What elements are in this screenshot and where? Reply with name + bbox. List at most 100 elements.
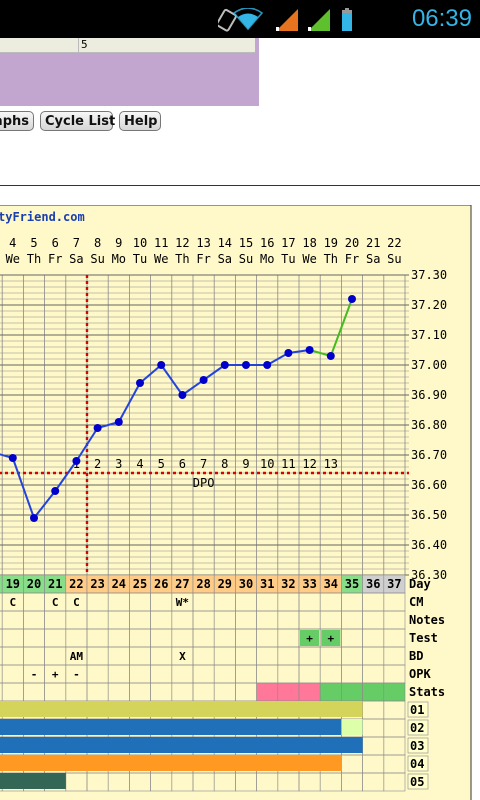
- weekday-label: We: [154, 252, 168, 266]
- stat-bar: [0, 701, 363, 717]
- day-number-label: 6: [52, 236, 59, 250]
- bd-entry: X: [179, 650, 186, 663]
- temperature-point: [51, 487, 60, 495]
- day-number-label: 5: [30, 236, 37, 250]
- stat-bar: [0, 737, 363, 753]
- temperature-line-segment: [203, 364, 226, 381]
- weekday-label: We: [6, 252, 20, 266]
- day-number-label: 20: [345, 236, 359, 250]
- stat-label-box: [407, 719, 429, 736]
- weekday-label: Th: [27, 252, 41, 266]
- y-tick-label: 36.60: [411, 478, 447, 492]
- temperature-point: [199, 376, 208, 384]
- weekday-label: Tu: [281, 252, 295, 266]
- stat-highlight: [341, 719, 363, 735]
- weekday-label: Th: [324, 252, 338, 266]
- y-tick-label: 37.30: [411, 268, 447, 282]
- cycle-day-number: 34: [324, 577, 338, 591]
- stat-label-box: [407, 701, 429, 718]
- cycle-rows: 819202122232425262728293031323334353637D…: [0, 574, 445, 792]
- temperature-point: [305, 346, 314, 354]
- cycle-day-cell: [0, 574, 3, 594]
- weekday-label: Mo: [112, 252, 126, 266]
- temperature-point: [8, 454, 17, 462]
- graphs-button[interactable]: aphs: [0, 111, 34, 131]
- row-label: Test: [409, 631, 438, 645]
- divider: [78, 38, 79, 52]
- bd-entry: AM: [70, 650, 84, 663]
- help-button[interactable]: Help: [119, 111, 161, 131]
- test-entry: +: [327, 632, 334, 645]
- cycle-cell: [298, 682, 321, 702]
- temperature-line-segment: [139, 364, 162, 384]
- dpo-number: 2: [94, 457, 101, 471]
- temperature-point: [114, 418, 123, 426]
- day-number-label: 14: [218, 236, 232, 250]
- y-tick-label: 37.20: [411, 298, 447, 312]
- cycle-info-value: 5: [81, 38, 88, 51]
- temperature-line-segment: [329, 298, 353, 357]
- cycle-cell: [362, 682, 385, 702]
- day-number-label: 17: [281, 236, 295, 250]
- status-bar: 06:39: [0, 0, 480, 38]
- cycle-list-button[interactable]: Cycle List: [40, 111, 115, 131]
- cm-entry: C: [9, 596, 16, 609]
- y-tick-label: 36.50: [411, 508, 447, 522]
- vibrate-icon: [218, 8, 237, 32]
- y-tick-label: 37.10: [411, 328, 447, 342]
- web-content: 5 aphs Cycle List Help tyFriend.com 3456…: [0, 38, 480, 800]
- weekday-label: Fr: [48, 252, 62, 266]
- cycle-day-number: 31: [260, 577, 274, 591]
- stat-label-box: [407, 755, 429, 772]
- stat-label-box: [407, 773, 429, 790]
- cycle-day-number: 35: [345, 577, 359, 591]
- cm-entry: C: [52, 596, 59, 609]
- cycle-cell: [319, 682, 342, 702]
- dpo-label: DPO: [193, 476, 215, 490]
- dpo-number: 6: [179, 457, 186, 471]
- row-label: BD: [409, 649, 423, 663]
- temperature-series: [0, 295, 356, 522]
- opk-entry: +: [52, 668, 59, 681]
- day-header: 345678910111213141516171819202122uWeThFr…: [6, 236, 402, 266]
- day-number-label: 8: [94, 236, 101, 250]
- chart-grid: [0, 274, 409, 576]
- temperature-line-segment: [181, 379, 205, 396]
- y-tick-label: 36.30: [411, 568, 447, 582]
- dpo-number: 3: [115, 457, 122, 471]
- day-number-label: 16: [260, 236, 274, 250]
- dpo-number: 11: [281, 457, 295, 471]
- temperature-line-segment: [160, 364, 184, 396]
- weekday-label: Su: [90, 252, 104, 266]
- cm-entry: C: [73, 596, 80, 609]
- test-entry-box: [321, 630, 341, 646]
- temperature-line-segment: [54, 460, 78, 492]
- dpo-number: 9: [242, 457, 249, 471]
- temperature-point: [263, 361, 272, 369]
- temperature-line-segment: [266, 352, 289, 366]
- status-icons: [218, 8, 352, 32]
- weekday-label: Sa: [218, 252, 232, 266]
- weekday-label: Su: [239, 252, 253, 266]
- temperature-point: [242, 361, 250, 369]
- clock: 06:39: [411, 5, 472, 32]
- weekday-label: Fr: [345, 252, 359, 266]
- wifi-icon: [232, 8, 264, 31]
- cycle-day-number: 37: [387, 577, 401, 591]
- cycle-day-number: 21: [48, 577, 62, 591]
- weekday-label: Sa: [69, 252, 83, 266]
- temperature-point: [72, 457, 81, 465]
- row-label: Notes: [409, 613, 445, 627]
- day-number-label: 7: [73, 236, 80, 250]
- signal-icon: [276, 9, 298, 31]
- cycle-info-row: 5: [0, 38, 255, 53]
- temperature-point: [348, 295, 356, 303]
- y-tick-label: 36.40: [411, 538, 447, 552]
- temperature-point: [178, 391, 187, 399]
- dpo-number: 12: [302, 457, 316, 471]
- stat-label: 05: [410, 775, 424, 789]
- day-number-label: 18: [302, 236, 316, 250]
- temperature-point: [93, 424, 102, 432]
- weekday-label: Tu: [133, 252, 147, 266]
- cycle-day-number: 19: [6, 577, 20, 591]
